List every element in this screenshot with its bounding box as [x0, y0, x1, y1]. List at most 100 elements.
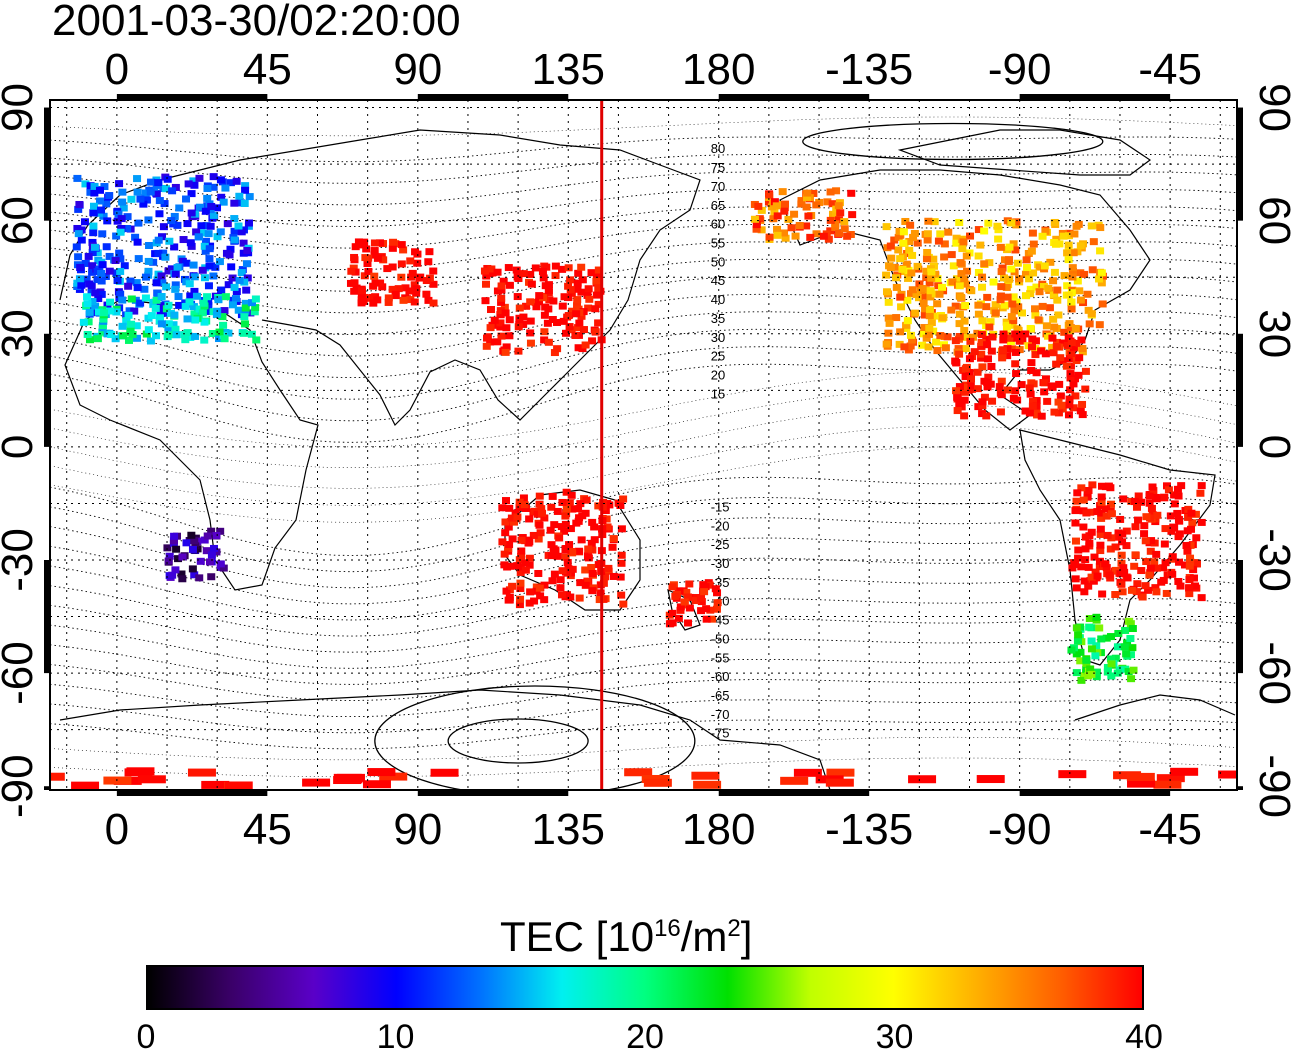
tec-cell [567, 289, 576, 297]
tec-cell [141, 294, 150, 302]
tec-cell [1107, 510, 1116, 518]
tec-map: 80 75 70 65 60 55 50 45 40 35 30 25 20 15 -15 -20 -25 -30… [0, 45, 1292, 854]
tec-cell [1064, 256, 1073, 264]
tec-cell [560, 293, 569, 301]
tec-cell [965, 355, 974, 363]
tec-cell [1022, 256, 1031, 264]
tec-cell [548, 577, 557, 585]
tec-cell [1133, 580, 1142, 588]
tec-cell [170, 311, 179, 319]
tec-cell [112, 232, 121, 240]
tec-cell [535, 298, 544, 306]
tec-cell [159, 249, 168, 257]
tec-cell [1096, 530, 1105, 538]
tec-cell [1117, 559, 1126, 567]
tec-cell [482, 342, 491, 350]
tec-cell [1048, 383, 1057, 391]
tec-cell [1085, 539, 1094, 547]
tec-cell [983, 383, 992, 391]
tec-cell [1087, 637, 1096, 645]
tec-cell [925, 324, 934, 332]
tec-cell [212, 548, 221, 556]
tec-cell [88, 268, 97, 276]
tec-cell [617, 591, 626, 599]
tec-cell [601, 573, 610, 581]
tec-cell [926, 293, 935, 301]
tec-cell [501, 518, 510, 526]
tec-cell [958, 245, 967, 253]
tec-cell [175, 301, 184, 309]
tec-cell [1074, 371, 1083, 379]
tec-cell [1095, 624, 1104, 632]
tec-cell [1160, 540, 1169, 548]
tec-cell [1166, 512, 1175, 520]
tec-cell [183, 329, 192, 337]
tec-cell [136, 299, 145, 307]
tec-cell [1192, 560, 1201, 568]
tec-cell [103, 776, 132, 785]
tec-cell [174, 555, 183, 563]
tec-cell [243, 274, 252, 282]
tec-cell [835, 229, 844, 237]
tec-cell [508, 582, 517, 590]
tec-cell [780, 776, 809, 785]
tec-cell [399, 246, 408, 254]
tec-cell [1153, 780, 1182, 789]
lat-tick-label-right: -30 [1250, 528, 1292, 592]
tec-cell [91, 302, 100, 310]
tec-cell [902, 260, 911, 268]
tec-cell [502, 324, 511, 332]
tec-cell [1104, 482, 1113, 490]
tec-cell [951, 337, 960, 345]
tec-cell [1008, 300, 1017, 308]
tec-cell [157, 320, 166, 328]
tec-cell [1063, 341, 1072, 349]
tec-cell [1066, 386, 1075, 394]
tec-cell [1009, 240, 1018, 248]
tec-cell [773, 231, 782, 239]
tec-cell [1170, 500, 1179, 508]
tec-cell [604, 564, 613, 572]
tec-cell [1067, 350, 1076, 358]
tec-cell [1013, 334, 1022, 342]
tec-cell [983, 341, 992, 349]
tec-cell [90, 243, 99, 251]
tec-cell [588, 587, 597, 595]
tec-cell [1005, 243, 1014, 251]
contour-line [50, 223, 1237, 271]
tec-cell [241, 320, 250, 328]
tec-cell [987, 347, 996, 355]
contour-label: 15 [711, 386, 725, 401]
tec-cell [984, 355, 993, 363]
tec-cell [1041, 227, 1050, 235]
tec-cell [923, 249, 932, 257]
tec-cell [158, 233, 167, 241]
tec-cell [379, 256, 388, 264]
tec-cell [896, 293, 905, 301]
contour-label: 75 [711, 160, 725, 175]
tec-cell [1080, 270, 1089, 278]
tec-cell [1137, 498, 1146, 506]
tec-cell [1057, 401, 1066, 409]
contour-label: 25 [711, 349, 725, 364]
tec-cell [908, 251, 917, 259]
tec-cell [1087, 310, 1096, 318]
tec-cell [770, 208, 779, 216]
tec-cell [578, 276, 587, 284]
tec-cell [539, 274, 548, 282]
tec-cell [512, 266, 521, 274]
tec-cell [84, 252, 93, 260]
tec-cell [1096, 547, 1105, 555]
lon-tick-label-top: 90 [393, 45, 442, 94]
tec-cell [378, 283, 387, 291]
tec-cell [890, 263, 899, 271]
tec-cell [161, 253, 170, 261]
tec-cell [241, 304, 250, 312]
tec-cell [582, 496, 591, 504]
tec-cell [502, 497, 511, 505]
lon-tick-label-bottom: 135 [532, 805, 605, 854]
tec-cell [522, 302, 531, 310]
tec-cell [85, 308, 94, 316]
tec-cell [1032, 283, 1041, 291]
tec-cell [240, 278, 249, 286]
